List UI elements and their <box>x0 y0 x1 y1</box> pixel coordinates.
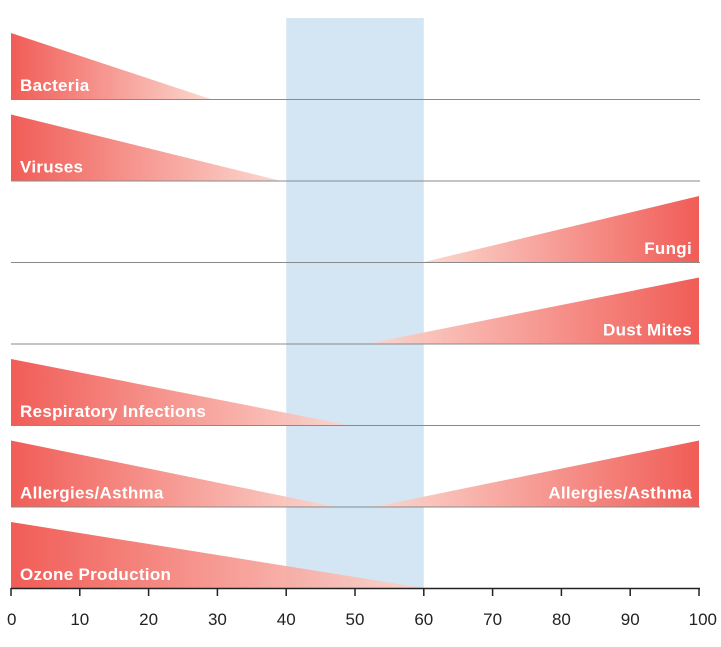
row-label: Dust Mites <box>603 321 692 340</box>
row-label: Ozone Production <box>20 565 171 584</box>
row-label: Fungi <box>644 239 692 258</box>
row-label: Allergies/Asthma <box>548 484 692 503</box>
risk-wedge <box>11 522 424 588</box>
row-allergies-asthma: Allergies/Asthma Allergies/Asthma <box>11 440 700 508</box>
x-tick-label: 0 <box>7 610 16 629</box>
row-ozone-production: Ozone Production <box>11 522 700 590</box>
x-tick-label: 100 <box>689 610 717 629</box>
row-label: Allergies/Asthma <box>20 484 164 503</box>
risk-wedge <box>11 114 280 181</box>
row-respiratory-infections: Respiratory Infections <box>11 359 700 426</box>
x-tick-label: 30 <box>208 610 227 629</box>
risk-wedge <box>375 440 699 507</box>
x-tick-label: 70 <box>483 610 502 629</box>
row-fungi: Fungi <box>11 196 700 263</box>
risk-wedge <box>11 440 335 507</box>
optimal-range-band <box>286 18 424 588</box>
x-tick-label: 80 <box>552 610 571 629</box>
x-tick-label: 10 <box>70 610 89 629</box>
x-tick-label: 50 <box>346 610 365 629</box>
row-viruses: Viruses <box>11 114 700 182</box>
risk-wedge <box>368 277 699 344</box>
row-label: Viruses <box>20 158 83 177</box>
risk-wedge <box>423 196 699 262</box>
x-tick-label: 20 <box>139 610 158 629</box>
row-label: Bacteria <box>20 76 90 95</box>
x-tick-label: 40 <box>277 610 296 629</box>
x-tick-label: 60 <box>414 610 433 629</box>
risk-wedge <box>11 359 349 425</box>
risk-wedge <box>11 33 211 99</box>
row-dust-mites: Dust Mites <box>11 277 700 345</box>
x-tick-label: 90 <box>621 610 640 629</box>
row-label: Respiratory Infections <box>20 402 206 421</box>
row-bacteria: Bacteria <box>11 33 700 100</box>
